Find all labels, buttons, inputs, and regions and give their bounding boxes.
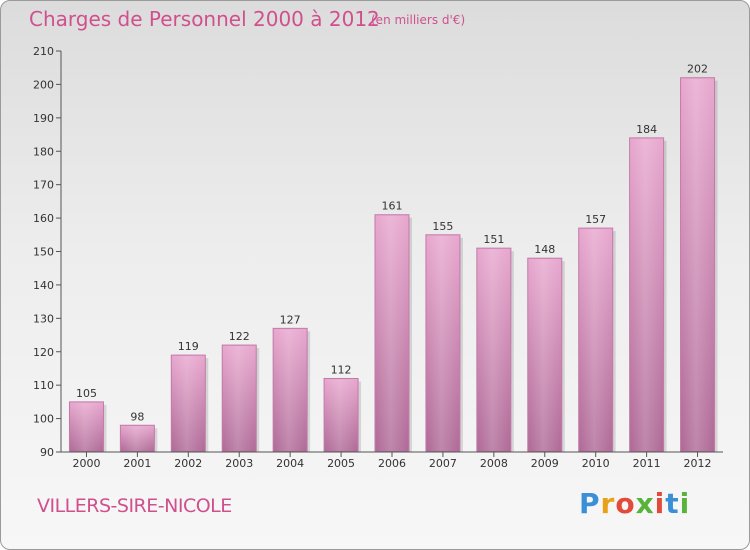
- bar-highlight: [224, 346, 255, 451]
- y-tick-label: 160: [33, 212, 54, 225]
- y-tick-label: 140: [33, 279, 54, 292]
- x-tick-label: 2010: [582, 457, 610, 470]
- brand-letter: t: [665, 487, 680, 520]
- y-tick-label: 100: [33, 413, 54, 426]
- data-label: 202: [687, 63, 708, 76]
- x-tick-label: 2009: [531, 457, 559, 470]
- brand-letter: P: [579, 487, 601, 520]
- y-tick-label: 130: [33, 312, 54, 325]
- chart-title: Charges de Personnel 2000 à 2012: [29, 7, 380, 31]
- x-tick-label: 2007: [429, 457, 457, 470]
- brand-letter: i: [679, 487, 691, 520]
- y-tick-label: 200: [33, 78, 54, 91]
- x-tick-label: 2008: [480, 457, 508, 470]
- data-label: 112: [331, 363, 352, 376]
- data-label: 98: [130, 410, 144, 423]
- x-tick-label: 2003: [225, 457, 253, 470]
- y-tick-label: 210: [33, 45, 54, 58]
- y-tick-label: 90: [40, 446, 54, 459]
- data-label: 161: [382, 200, 403, 213]
- bar-highlight: [631, 138, 662, 451]
- data-label: 105: [76, 387, 97, 400]
- bars-group: 105 98 119 122 127 112 161 155 151 148 157 184 202: [68, 63, 718, 453]
- data-label: 157: [585, 213, 606, 226]
- y-tick-label: 170: [33, 179, 54, 192]
- bar-highlight: [427, 235, 458, 451]
- data-label: 122: [229, 330, 250, 343]
- bar-highlight: [529, 259, 560, 451]
- brand-letter: r: [600, 487, 616, 520]
- bar-highlight: [122, 426, 153, 451]
- bar-highlight: [478, 249, 509, 451]
- chart-subtitle: (en milliers d'€): [371, 13, 466, 27]
- data-label: 119: [178, 340, 199, 353]
- x-tick-label: 2011: [633, 457, 661, 470]
- brand-letter: o: [615, 487, 636, 520]
- location-label: VILLERS-SIRE-NICOLE: [37, 495, 232, 517]
- data-label: 148: [534, 243, 555, 256]
- bar-highlight: [580, 229, 611, 451]
- bar-highlight: [326, 379, 357, 451]
- x-tick-label: 2000: [72, 457, 100, 470]
- bar-highlight: [275, 329, 306, 451]
- bar-highlight: [173, 356, 204, 451]
- y-tick-label: 150: [33, 246, 54, 259]
- brand-logo: Proxiti: [579, 487, 690, 520]
- brand-letter: x: [635, 487, 655, 520]
- bar-highlight: [71, 402, 102, 451]
- y-tick-label: 190: [33, 112, 54, 125]
- data-label: 151: [483, 233, 504, 246]
- data-label: 155: [432, 220, 453, 233]
- x-tick-label: 2012: [684, 457, 712, 470]
- y-tick-label: 110: [33, 379, 54, 392]
- brand-letter: i: [654, 487, 666, 520]
- data-label: 184: [636, 123, 657, 136]
- x-tick-label: 2005: [327, 457, 355, 470]
- x-tick-label: 2001: [123, 457, 151, 470]
- data-label: 127: [280, 313, 301, 326]
- y-tick-label: 180: [33, 145, 54, 158]
- axes-group: 90 100 110 120 130 140 150 160 170 180 190 200 210 20…: [33, 45, 723, 470]
- y-tick-label: 120: [33, 346, 54, 359]
- bar-highlight: [377, 215, 407, 451]
- x-tick-label: 2002: [174, 457, 202, 470]
- x-tick-label: 2004: [276, 457, 304, 470]
- bar-highlight: [682, 78, 713, 451]
- x-tick-label: 2006: [378, 457, 406, 470]
